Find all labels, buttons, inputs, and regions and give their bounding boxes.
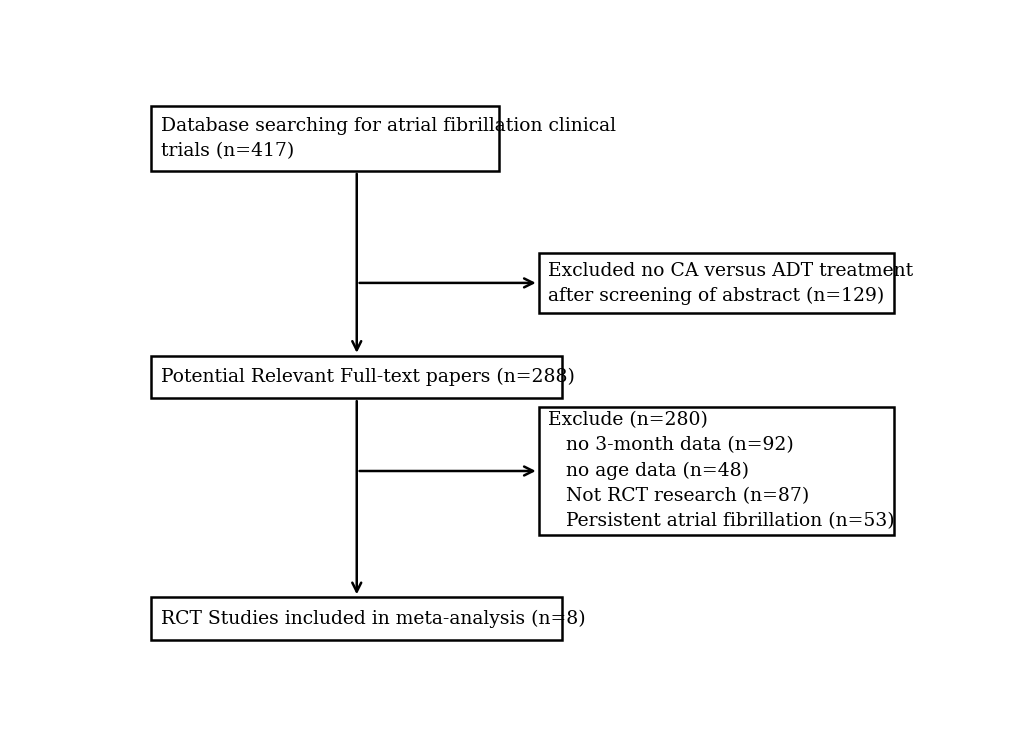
Text: Excluded no CA versus ADT treatment
after screening of abstract (n=129): Excluded no CA versus ADT treatment afte… [547,261,912,305]
FancyBboxPatch shape [151,597,561,640]
FancyBboxPatch shape [538,253,894,313]
FancyBboxPatch shape [538,407,894,534]
Text: Database searching for atrial fibrillation clinical
trials (n=417): Database searching for atrial fibrillati… [161,117,615,160]
Text: Potential Relevant Full-text papers (n=288): Potential Relevant Full-text papers (n=2… [161,368,574,386]
Text: Exclude (n=280)
   no 3-month data (n=92)
   no age data (n=48)
   Not RCT resea: Exclude (n=280) no 3-month data (n=92) n… [547,412,894,530]
FancyBboxPatch shape [151,356,561,399]
Text: RCT Studies included in meta-analysis (n=8): RCT Studies included in meta-analysis (n… [161,610,585,627]
FancyBboxPatch shape [151,106,498,171]
